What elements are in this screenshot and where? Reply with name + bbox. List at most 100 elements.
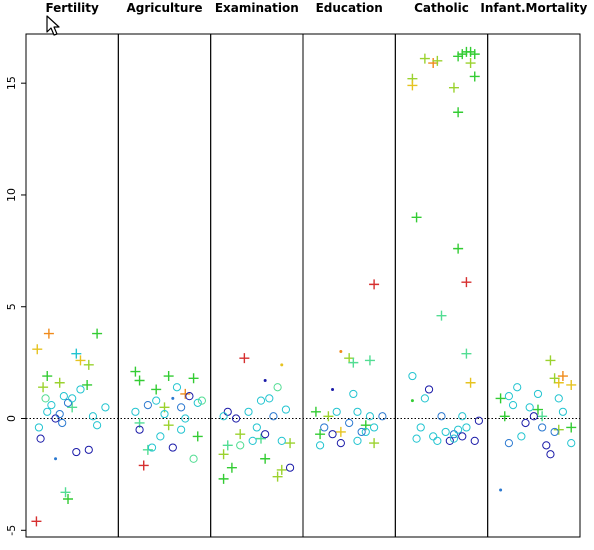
data-point <box>454 425 463 434</box>
data-point <box>72 447 81 457</box>
panel-title: Examination <box>215 1 299 15</box>
data-point <box>437 412 446 421</box>
panel-title: Education <box>316 1 383 15</box>
data-point <box>315 429 326 440</box>
data-point <box>71 348 82 359</box>
data-point <box>231 414 241 423</box>
data-point <box>261 430 270 439</box>
y-tick-label: 15 <box>5 76 18 90</box>
data-point <box>412 434 421 443</box>
data-point <box>365 412 375 421</box>
data-point <box>83 359 94 370</box>
data-point <box>537 411 548 422</box>
data-point <box>457 49 468 60</box>
data-point <box>525 403 534 412</box>
data-point <box>378 412 387 421</box>
panel-frame <box>117 33 212 538</box>
data-point <box>332 407 341 416</box>
data-point <box>495 393 506 404</box>
data-point <box>235 429 246 440</box>
data-point <box>239 353 250 364</box>
data-point <box>521 418 530 428</box>
data-point <box>260 453 271 464</box>
data-point <box>185 392 194 401</box>
data-point <box>411 212 422 223</box>
data-point <box>364 355 375 366</box>
data-point <box>357 427 366 437</box>
data-point <box>538 423 547 432</box>
data-point <box>34 423 44 432</box>
data-point <box>152 396 161 405</box>
data-point <box>55 409 64 419</box>
data-point <box>407 80 418 91</box>
data-point <box>408 371 417 381</box>
panel-titles: Fertility Agriculture Examination Education… <box>45 1 587 15</box>
data-point <box>168 443 177 452</box>
data-point <box>428 58 439 69</box>
data-point <box>160 409 169 419</box>
data-point <box>181 414 190 423</box>
data-point <box>223 407 232 416</box>
data-point <box>336 439 345 448</box>
data-point <box>353 436 362 445</box>
panel-frame <box>487 33 581 538</box>
data-point <box>529 412 538 421</box>
data-point <box>163 420 174 431</box>
data-point <box>147 443 157 452</box>
data-point <box>549 373 560 384</box>
data-point <box>469 49 480 60</box>
data-point <box>458 432 467 441</box>
data-point <box>265 394 274 403</box>
data-point <box>465 58 476 69</box>
data-point <box>465 377 476 388</box>
data-point <box>369 423 379 432</box>
data-point <box>171 396 175 400</box>
data-point <box>189 454 198 463</box>
data-point <box>470 436 479 445</box>
data-point <box>499 411 510 422</box>
data-point <box>419 53 430 64</box>
data-point <box>545 355 556 366</box>
data-point <box>344 353 355 364</box>
data-point <box>369 438 380 449</box>
data-point <box>76 385 85 394</box>
mouse-cursor-icon <box>46 15 60 36</box>
data-point <box>88 412 98 421</box>
data-point <box>236 441 245 450</box>
data-point <box>142 444 153 455</box>
data-point <box>320 423 329 432</box>
panel-frame <box>302 33 396 538</box>
data-point <box>449 434 459 443</box>
data-point <box>138 460 149 471</box>
data-point <box>218 473 229 484</box>
data-point <box>43 407 52 416</box>
data-point <box>416 423 425 432</box>
data-point <box>277 436 286 445</box>
data-point <box>424 385 434 394</box>
data-point <box>192 431 203 442</box>
data-point <box>546 450 555 459</box>
data-point <box>219 412 228 421</box>
data-point <box>244 407 253 416</box>
data-point <box>42 371 53 382</box>
data-point <box>436 310 447 321</box>
data-point <box>54 377 65 388</box>
data-point <box>566 422 577 433</box>
data-point <box>156 432 165 441</box>
data-point <box>339 349 343 353</box>
data-point <box>433 436 442 445</box>
data-point <box>32 344 43 355</box>
data-point <box>67 402 78 413</box>
data-point <box>369 279 380 290</box>
data-point <box>353 407 362 416</box>
data-point <box>60 487 71 498</box>
y-tick-label: 10 <box>5 188 18 202</box>
data-point <box>92 328 103 339</box>
data-point <box>328 430 337 439</box>
data-point <box>323 411 334 422</box>
data-point <box>432 55 443 66</box>
data-point <box>504 392 514 401</box>
data-point <box>41 394 50 403</box>
data-point <box>68 394 77 403</box>
data-point <box>553 424 564 435</box>
